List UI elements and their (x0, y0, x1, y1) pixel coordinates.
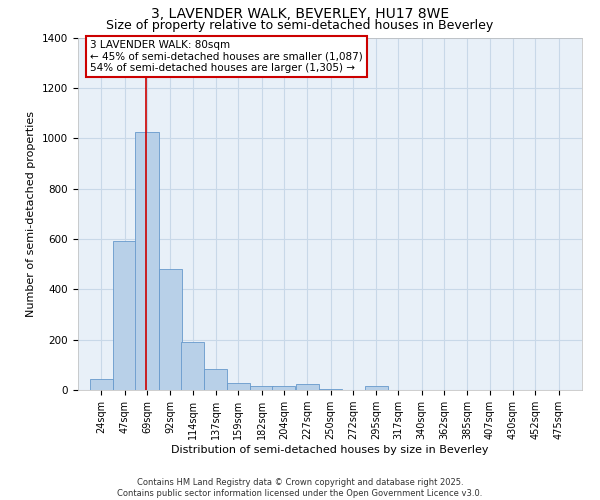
Bar (319, 388, 342, 390)
Bar (227, 383, 250, 390)
Bar (113, 242, 136, 390)
Text: Contains HM Land Registry data © Crown copyright and database right 2025.
Contai: Contains HM Land Registry data © Crown c… (118, 478, 482, 498)
Bar (159, 269, 182, 390)
Bar (90, 378, 113, 390)
Bar (365, 386, 388, 390)
Text: 3 LAVENDER WALK: 80sqm
← 45% of semi-detached houses are smaller (1,087)
54% of : 3 LAVENDER WALK: 80sqm ← 45% of semi-det… (90, 40, 363, 73)
Bar (250, 386, 273, 390)
Bar (181, 342, 204, 390)
Bar (272, 386, 295, 390)
Text: 3, LAVENDER WALK, BEVERLEY, HU17 8WE: 3, LAVENDER WALK, BEVERLEY, HU17 8WE (151, 8, 449, 22)
X-axis label: Distribution of semi-detached houses by size in Beverley: Distribution of semi-detached houses by … (171, 445, 489, 455)
Bar (296, 384, 319, 390)
Text: Size of property relative to semi-detached houses in Beverley: Size of property relative to semi-detach… (106, 19, 494, 32)
Y-axis label: Number of semi-detached properties: Number of semi-detached properties (26, 111, 37, 317)
Bar (136, 132, 158, 390)
Bar (205, 368, 227, 390)
